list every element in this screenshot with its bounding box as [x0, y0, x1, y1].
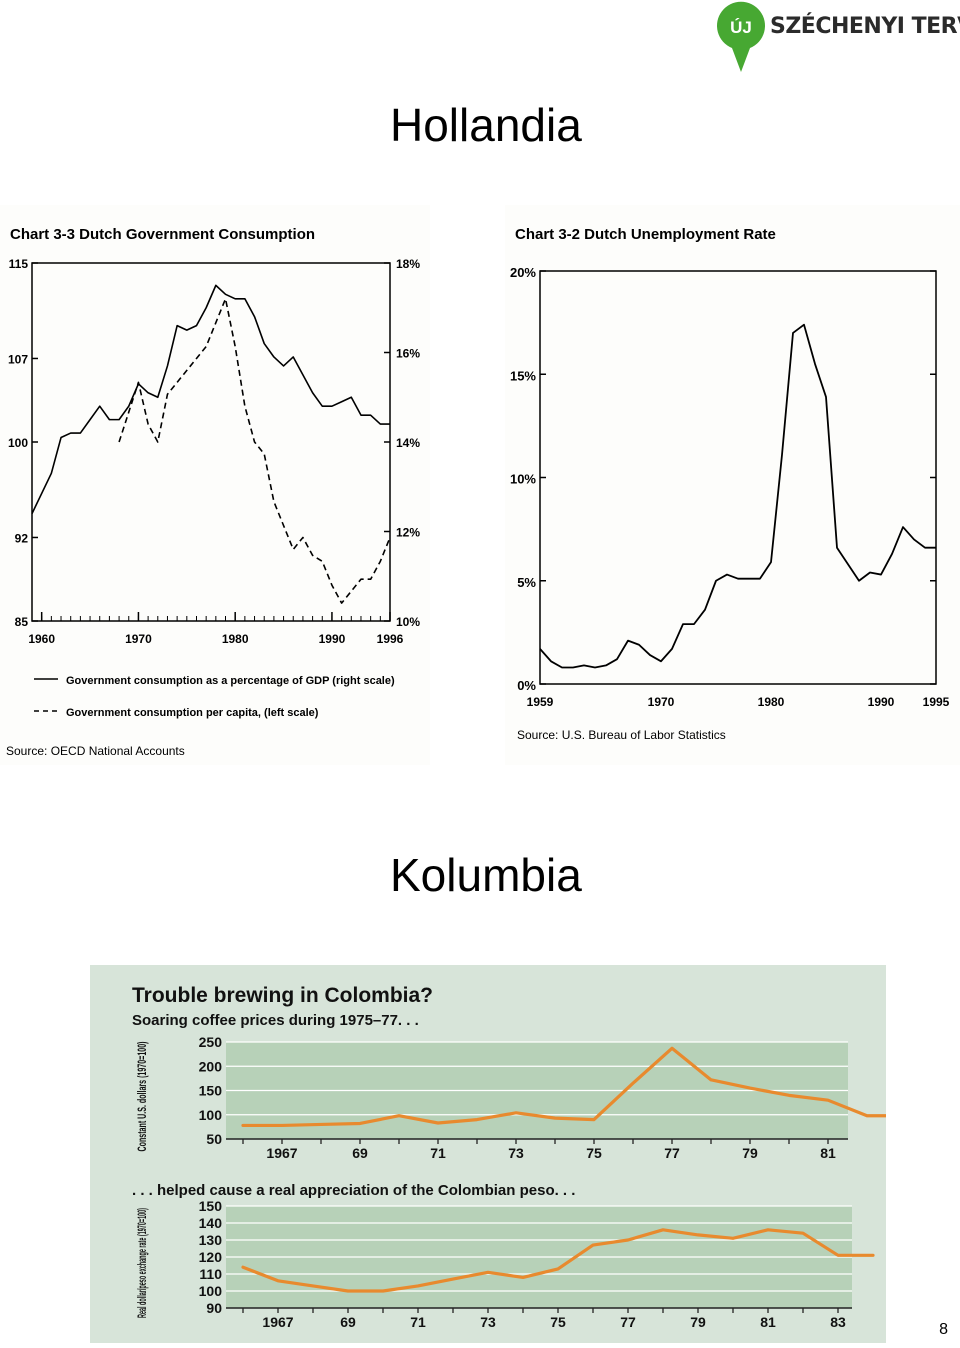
x-tick-label: 1980: [758, 695, 785, 709]
y-right-tick-label: 10%: [396, 615, 420, 629]
series-peso-exchange-line: [241, 1228, 875, 1293]
y-right-tick-label: 12%: [396, 526, 420, 540]
y-tick-label: 150: [199, 1083, 223, 1099]
x-tick-label: 83: [830, 1314, 846, 1330]
x-tick-label: 73: [480, 1314, 496, 1330]
x-tick-label: 1960: [28, 632, 55, 646]
y-tick-label: 100: [199, 1107, 223, 1123]
x-tick-label: 73: [508, 1145, 524, 1161]
szechenyi-logo: ÚJ: [712, 0, 960, 76]
y-left-tick-label: 92: [15, 531, 29, 545]
y-tick-label: 90: [206, 1300, 222, 1316]
series-coffee-price-line: [241, 1046, 908, 1128]
x-tick-label: 79: [742, 1145, 758, 1161]
y-tick-label: 130: [199, 1232, 223, 1248]
colombia-chart-panel: Trouble brewing in Colombia? Soaring cof…: [90, 965, 908, 1343]
x-tick-label: 71: [430, 1145, 446, 1161]
y-tick-label: 20%: [510, 265, 536, 280]
coffee-chart-subtitle: Soaring coffee prices during 1975–77. . …: [132, 1012, 419, 1029]
y-tick-label: 5%: [517, 575, 536, 590]
y-tick-label: 200: [199, 1058, 223, 1074]
y-tick-label: 10%: [510, 472, 536, 487]
dutch-unemployment-chart: Chart 3-2 Dutch Unemployment Rate 20% 15%…: [505, 205, 960, 765]
chart-title: Chart 3-2 Dutch Unemployment Rate: [515, 226, 776, 243]
legend-entry-left-scale: Government consumption per capita, (left…: [66, 707, 319, 719]
legend-entry-right-scale: Government consumption as a percentage o…: [66, 675, 395, 687]
series-gdp-share-line: [31, 284, 390, 514]
x-tick-label: 1996: [377, 632, 404, 646]
x-tick-label: 71: [410, 1314, 426, 1330]
x-tick-label: 77: [664, 1145, 680, 1161]
x-tick-label: 1990: [868, 695, 895, 709]
plot-frame: [539, 270, 937, 685]
y-tick-label: 15%: [510, 368, 536, 383]
x-tick-label: 81: [820, 1145, 836, 1161]
y-tick-label: 140: [199, 1215, 223, 1231]
x-tick-label: 1990: [319, 632, 346, 646]
y-left-tick-label: 107: [8, 352, 28, 366]
x-tick-label: 81: [760, 1314, 776, 1330]
logo-pin-icon: ÚJ: [712, 0, 772, 76]
y-right-tick-label: 16%: [396, 347, 420, 361]
y-tick-label: 150: [199, 1198, 223, 1214]
y-left-tick-label: 85: [15, 615, 29, 629]
x-tick-label: 69: [340, 1314, 356, 1330]
y-axis-label: Constant U.S. dollars (1970=100): [135, 1042, 149, 1152]
y-left-tick-label: 100: [8, 436, 28, 450]
netherlands-title: Hollandia: [390, 99, 582, 151]
colombia-charts: Trouble brewing in Colombia? Soaring cof…: [132, 984, 908, 1330]
x-tick-label: 75: [550, 1314, 566, 1330]
y-tick-label: 110: [199, 1266, 222, 1282]
dutch-government-consumption-chart: Chart 3-3 Dutch Government Consumption 1…: [0, 205, 430, 765]
x-tick-label: 1967: [266, 1145, 297, 1161]
x-tick-label: 1970: [125, 632, 152, 646]
peso-chart-title: . . . helped cause a real appreciation o…: [132, 1182, 575, 1199]
y-tick-label: 250: [199, 1034, 223, 1050]
x-tick-label: 1967: [262, 1314, 293, 1330]
x-tick-label: 1970: [648, 695, 675, 709]
logo-text: SZÉCHENYI TERV: [770, 14, 960, 39]
chart-source: Source: U.S. Bureau of Labor Statistics: [517, 728, 726, 742]
y-tick-label: 50: [206, 1131, 222, 1147]
x-tick-label: 69: [352, 1145, 368, 1161]
plot-frame: [31, 262, 391, 622]
y-tick-label: 0%: [517, 678, 536, 693]
y-axis-label: Real dollar/peso exchange rate (1970=100…: [135, 1208, 149, 1318]
x-tick-label: 79: [690, 1314, 706, 1330]
colombia-title: Kolumbia: [390, 849, 582, 901]
page-number: 8: [939, 1321, 948, 1338]
x-tick-label: 1980: [222, 632, 249, 646]
logo-pin-shape: [717, 1, 765, 73]
y-tick-label: 100: [199, 1283, 223, 1299]
logo-badge-text: ÚJ: [730, 18, 752, 37]
y-left-tick-label: 115: [9, 257, 29, 271]
x-tick-label: 75: [586, 1145, 602, 1161]
series-unemployment-line: [539, 323, 936, 669]
x-tick-label: 1995: [923, 695, 950, 709]
coffee-chart-title: Trouble brewing in Colombia?: [132, 984, 433, 1007]
chart-source: Source: OECD National Accounts: [6, 744, 185, 758]
x-tick-label: 77: [620, 1314, 636, 1330]
y-tick-label: 120: [199, 1249, 223, 1265]
x-tick-label: 1959: [527, 695, 554, 709]
series-per-capita-line: [118, 298, 391, 604]
y-right-tick-label: 18%: [396, 257, 420, 271]
chart-title: Chart 3-3 Dutch Government Consumption: [10, 226, 315, 243]
y-right-tick-label: 14%: [396, 436, 420, 450]
